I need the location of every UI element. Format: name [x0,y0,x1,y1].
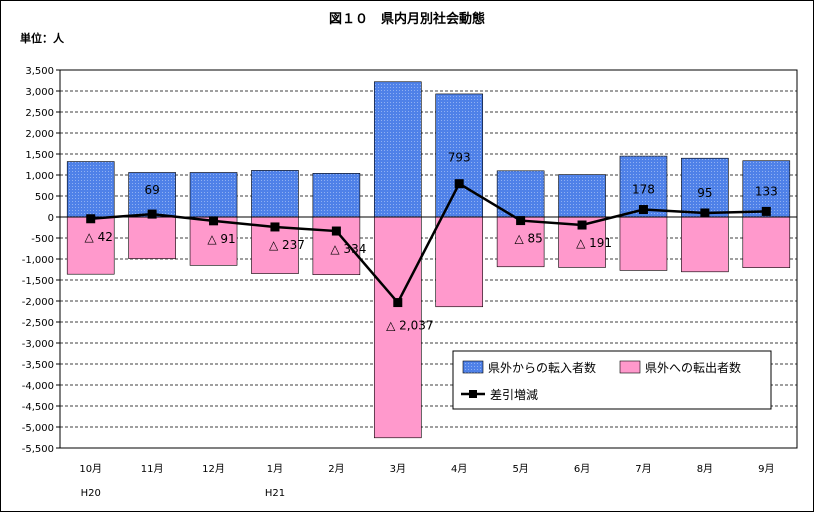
bar-inflow [558,174,606,218]
y-tick-label: -1,500 [22,276,54,287]
x-tick-label: 8月 [697,463,713,475]
marker-net [638,205,648,215]
legend-swatch-outflow [619,360,641,374]
y-tick-label: 3,500 [25,66,54,77]
marker-net [761,206,771,216]
data-label: △ 91 [207,232,235,246]
x-tick-label: 11月 [141,463,164,475]
data-label: △ 334 [330,242,366,256]
data-label: △ 2,037 [386,319,433,333]
marker-net [270,222,280,232]
y-tick-label: 1,000 [25,171,54,182]
y-tick-label: 1,500 [25,150,54,161]
y-tick-label: -4,500 [22,402,54,413]
bar-inflow [189,172,238,218]
x-tick-label: 5月 [512,463,528,475]
marker-net [454,179,464,189]
legend-label-net: 差引増減 [490,387,538,402]
x-tick-label: 3月 [390,463,406,475]
data-label: 793 [448,151,471,165]
data-label: △ 85 [514,232,542,246]
y-tick-label: -5,500 [22,444,54,455]
marker-net [209,216,219,226]
y-tick-label: -500 [31,234,54,245]
x-tick-label: 10月 [79,463,102,475]
y-tick-label: -3,500 [22,360,54,371]
bar-inflow [681,157,729,218]
marker-net [700,208,710,218]
bar-inflow [312,173,361,218]
x-tick-label: 1月 [267,463,283,475]
y-tick-label: -3,000 [22,339,54,350]
legend: 県外からの転入者数 県外への転出者数 差引増減 [452,350,772,410]
bar-outflow [373,216,422,439]
bar-outflow [435,216,484,308]
data-label: 133 [755,184,778,198]
series-line-net [90,181,767,305]
x-tick-label: 4月 [451,463,467,475]
y-tick-label: 2,500 [25,108,54,119]
legend-swatch-inflow [462,360,484,374]
x-tick-label: 7月 [635,463,651,475]
bar-outflow [128,216,176,259]
data-label: △ 191 [576,236,612,250]
bar-inflow [128,172,176,218]
y-tick-label: -2,500 [22,318,54,329]
x-tick-label: 12月 [202,463,225,475]
data-label: 95 [697,186,712,200]
legend-label-outflow: 県外への転出者数 [645,360,741,375]
data-label: △ 42 [85,230,113,244]
marker-net [393,298,403,308]
marker-net [86,214,96,224]
bar-inflow [66,161,115,218]
x-sub-label: H20 [81,488,101,499]
bar-inflow [251,170,299,218]
legend-marker-net [469,390,477,398]
y-tick-label: -4,000 [22,381,54,392]
y-tick-label: -5,000 [22,423,54,434]
chart-title: 図１０ 県内月別社会動態 [329,11,485,27]
x-tick-label: 2月 [328,463,344,475]
y-tick-label: 2,000 [25,129,54,140]
marker-net [577,220,587,230]
marker-net [331,226,341,236]
y-tick-label: -1,000 [22,255,54,266]
y-tick-label: 500 [35,192,54,203]
bar-outflow [496,216,545,268]
bar-inflow [496,170,545,218]
bar-inflow [373,81,422,218]
bar-outflow [66,216,115,275]
bar-outflow [619,216,668,271]
bar-outflow [742,216,791,268]
unit-label: 単位：人 [20,31,65,45]
y-tick-label: -2,000 [22,297,54,308]
x-tick-label: 9月 [758,463,774,475]
data-label: 69 [144,183,159,197]
data-label: △ 237 [269,238,305,252]
x-tick-label: 6月 [574,463,590,475]
bar-inflow [435,93,484,218]
data-label: 178 [632,183,655,197]
marker-net [516,216,526,226]
x-sub-label: H21 [265,488,285,499]
legend-box [452,350,772,410]
legend-label-inflow: 県外からの転入者数 [488,360,596,375]
bar-outflow [681,216,729,273]
y-tick-label: 3,000 [25,87,54,98]
y-tick-label: 0 [48,213,54,224]
marker-net [147,209,157,219]
